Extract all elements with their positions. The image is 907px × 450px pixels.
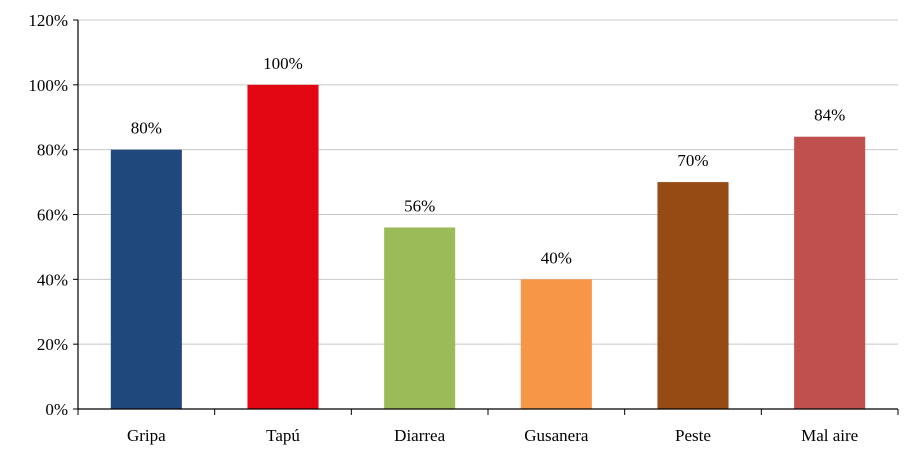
- bar-gripa: [110, 149, 182, 409]
- bar-tap-: [247, 84, 319, 409]
- y-tick-label: 20%: [37, 335, 68, 354]
- data-label: 70%: [677, 151, 708, 170]
- x-tick-label: Mal aire: [801, 426, 858, 445]
- x-tick-label: Peste: [675, 426, 711, 445]
- y-tick-label: 60%: [37, 206, 68, 225]
- data-label: 84%: [814, 106, 845, 125]
- bar-mal-aire: [794, 136, 866, 409]
- data-labels: 80% 100% 56% 40% 70% 84%: [131, 54, 846, 268]
- x-tick-label: Tapú: [266, 426, 300, 445]
- bar-diarrea: [384, 227, 456, 409]
- bar-gusanera: [520, 279, 592, 409]
- data-label: 40%: [541, 248, 572, 267]
- y-tick-label: 120%: [28, 11, 68, 30]
- gridlines: [78, 19, 898, 345]
- x-tick-labels: Gripa Tapú Diarrea Gusanera Peste Mal aire: [77, 409, 899, 445]
- x-tick-label: Gripa: [127, 426, 166, 445]
- y-tick-label: 0%: [45, 400, 68, 419]
- data-label: 56%: [404, 196, 435, 215]
- x-tick-label: Gusanera: [524, 426, 589, 445]
- y-tick-label: 80%: [37, 141, 68, 160]
- bars: [110, 84, 866, 409]
- data-label: 100%: [263, 54, 303, 73]
- bar-peste: [657, 182, 729, 409]
- y-tick-labels: 0% 20% 40% 60% 80% 100% 120%: [28, 11, 78, 419]
- y-tick-label: 100%: [28, 76, 68, 95]
- x-tick-label: Diarrea: [394, 426, 445, 445]
- y-tick-label: 40%: [37, 270, 68, 289]
- data-label: 80%: [131, 119, 162, 138]
